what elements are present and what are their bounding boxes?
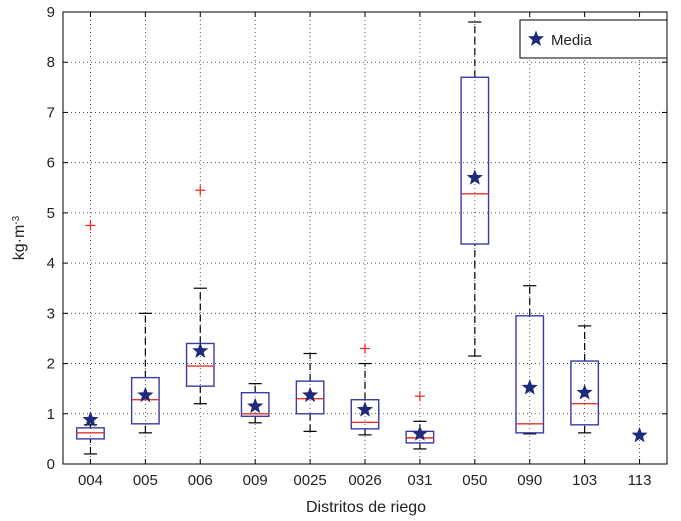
mean-star-marker [631,426,648,443]
box-050 [460,21,490,357]
box-series [76,21,648,455]
y-tick-label: 5 [47,205,55,222]
outlier-marker [85,220,96,231]
box-004 [76,220,105,455]
y-tick-label: 3 [47,305,55,322]
y-tick-label: 9 [47,4,55,21]
y-axis: 0 1 2 3 4 5 6 7 8 9 [47,4,667,473]
box-006 [185,185,215,405]
mean-star-marker [247,397,264,414]
box-103 [570,325,600,434]
x-tick-label: 0025 [293,472,326,489]
mean-star-marker [466,169,483,185]
box-iqr [240,391,270,417]
mean-star-marker [356,401,374,417]
box-0026 [350,343,380,436]
y-axis-label-unit: kg·m [11,225,28,261]
x-tick-label: 004 [78,472,103,489]
y-axis-label-exponent: -3 [11,215,22,224]
x-tick-label: 113 [628,472,652,489]
box-009 [240,383,270,424]
box-005 [130,312,160,434]
box-iqr [570,360,600,426]
x-tick-label: 0026 [348,472,381,489]
mean-star-marker [411,425,428,441]
box-iqr [515,315,545,434]
y-tick-label: 7 [47,104,55,121]
y-tick-label: 0 [47,456,55,473]
y-tick-label: 4 [47,255,55,272]
y-tick-label: 8 [47,54,55,71]
box-iqr [350,399,380,430]
box-iqr [295,380,325,415]
mean-star-marker [82,411,99,427]
box-iqr [130,376,160,425]
legend-box [519,19,668,59]
outlier-marker [195,185,206,196]
y-tick-label: 1 [47,406,55,423]
box-031 [405,391,435,450]
mean-star-marker [521,379,538,395]
box-0025 [295,352,325,432]
x-tick-label: 050 [462,472,487,489]
mean-star-marker [192,342,209,358]
x-tick-label: 090 [517,472,542,489]
x-tick-label: 005 [133,472,158,489]
y-tick-label: 6 [47,155,55,172]
legend: Media [519,19,668,59]
x-axis: 004 005 006 009 0025 0026 031 050 090 103 113 [78,12,652,489]
y-tick-label: 2 [47,356,55,373]
y-axis-label: kg·m-3 [11,215,29,260]
outlier-marker [414,391,425,402]
mean-star-marker [302,386,319,403]
legend-label: Media [551,32,593,49]
x-tick-label: 031 [407,472,432,489]
legend-star-marker [527,30,545,46]
box-113 [631,426,648,443]
x-tick-label: 006 [188,472,213,489]
outlier-marker [360,343,370,354]
x-tick-label: 009 [243,472,268,489]
mean-star-marker [576,384,593,400]
box-iqr [460,76,490,245]
mean-star-marker [137,386,154,403]
x-axis-label: Distritos de riego [306,499,426,516]
box-090 [515,285,545,435]
x-tick-label: 103 [572,472,597,489]
